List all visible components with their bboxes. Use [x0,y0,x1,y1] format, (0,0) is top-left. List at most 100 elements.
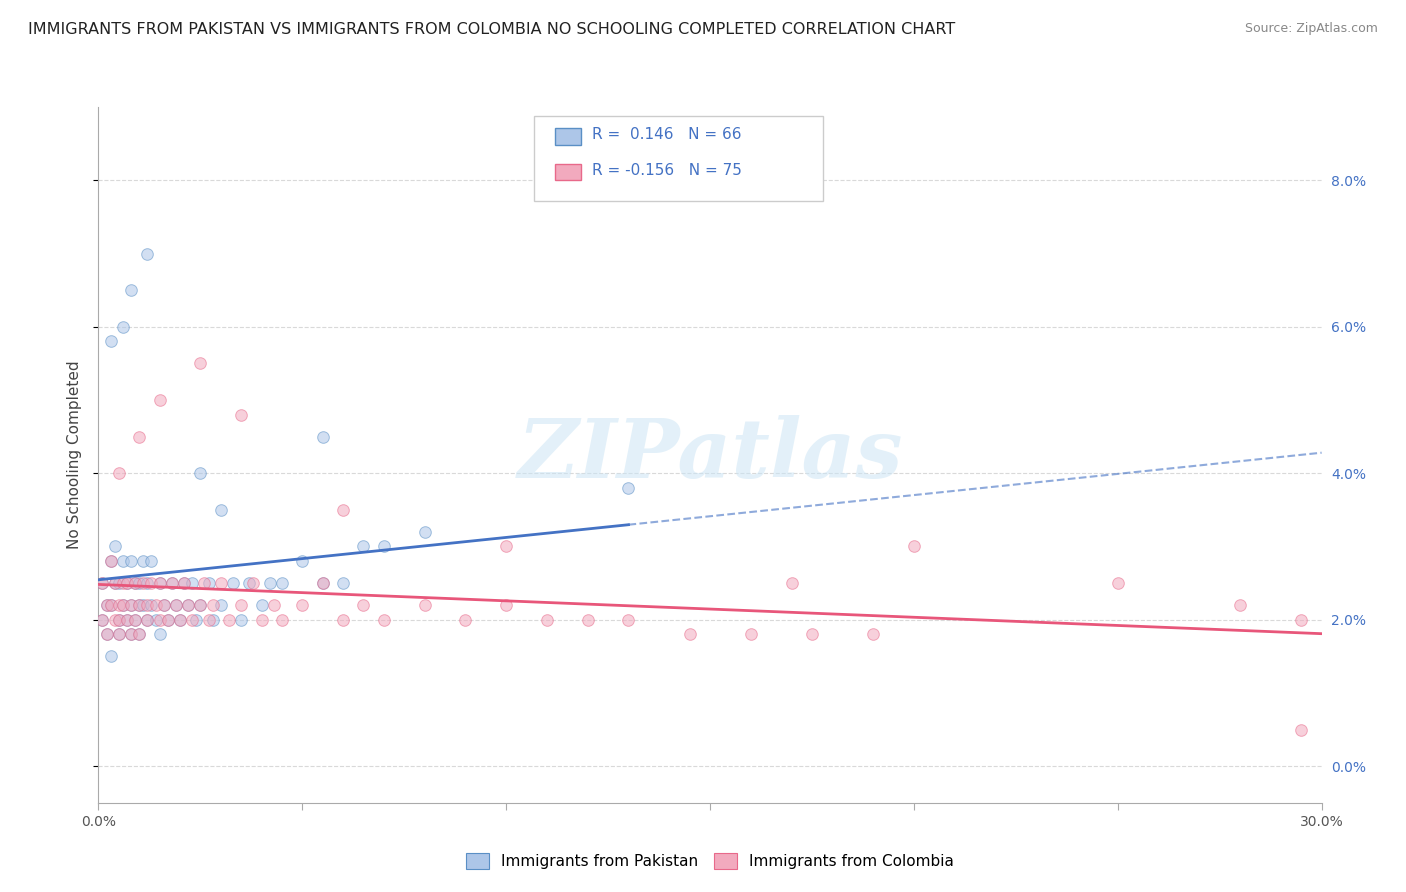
Point [104,576,127,591]
Point [152,598,174,612]
Point [160,576,183,591]
Point [679,627,702,641]
Point [120,554,142,568]
Point [136,576,159,591]
Point [149,627,172,641]
Point [111,554,134,568]
Point [165,598,187,612]
Point [115,613,138,627]
Point [111,319,134,334]
Point [108,613,131,627]
Point [332,503,354,517]
Text: R = -0.156   N = 75: R = -0.156 N = 75 [592,163,742,178]
Point [149,576,172,591]
Point [1107,576,1129,591]
Point [108,467,131,481]
Point [238,576,260,591]
Point [373,613,395,627]
Point [1291,723,1313,737]
Point [250,598,273,612]
Point [100,649,122,664]
Point [104,576,127,591]
Legend: Immigrants from Pakistan, Immigrants from Colombia: Immigrants from Pakistan, Immigrants fro… [460,847,960,875]
Point [1291,613,1313,627]
Point [96,627,118,641]
Point [312,576,335,591]
Point [270,613,294,627]
Point [108,627,131,641]
Point [201,613,224,627]
Point [136,246,159,260]
Point [169,613,191,627]
Point [132,554,155,568]
Point [1229,598,1251,612]
Point [352,598,374,612]
Point [141,554,163,568]
Point [96,598,118,612]
Point [156,613,179,627]
Point [145,613,167,627]
Point [173,576,195,591]
Point [108,627,131,641]
Point [373,540,395,554]
Point [100,334,122,349]
Point [188,467,212,481]
Point [111,598,134,612]
Point [270,576,294,591]
Point [222,576,245,591]
Point [197,576,219,591]
Point [173,576,195,591]
Point [91,613,114,627]
Point [132,576,155,591]
Point [352,540,374,554]
Text: R =  0.146   N = 66: R = 0.146 N = 66 [592,128,741,142]
Y-axis label: No Schooling Completed: No Schooling Completed [67,360,83,549]
Point [120,283,142,297]
Point [413,524,436,539]
Point [181,576,204,591]
Point [132,598,155,612]
Point [160,576,183,591]
Point [197,613,219,627]
Point [193,576,215,591]
Point [231,613,253,627]
Point [259,576,281,591]
Point [209,503,232,517]
Point [91,576,114,591]
Text: Source: ZipAtlas.com: Source: ZipAtlas.com [1244,22,1378,36]
Point [128,598,150,612]
Point [156,613,179,627]
Text: ZIPatlas: ZIPatlas [517,415,903,495]
Point [136,613,159,627]
Point [801,627,824,641]
Point [177,598,200,612]
Point [536,613,558,627]
Point [780,576,803,591]
Point [124,576,146,591]
Point [100,554,122,568]
Point [108,613,131,627]
Point [177,598,200,612]
Point [242,576,264,591]
Point [111,598,134,612]
Point [312,576,335,591]
Point [312,429,335,443]
Point [145,598,167,612]
Point [100,554,122,568]
Point [104,613,127,627]
Point [165,598,187,612]
Point [188,598,212,612]
Point [218,613,240,627]
Point [120,627,142,641]
Point [209,598,232,612]
Point [136,598,159,612]
Point [100,598,122,612]
Point [169,613,191,627]
Text: IMMIGRANTS FROM PAKISTAN VS IMMIGRANTS FROM COLOMBIA NO SCHOOLING COMPLETED CORR: IMMIGRANTS FROM PAKISTAN VS IMMIGRANTS F… [28,22,955,37]
Point [186,613,208,627]
Point [149,613,172,627]
Point [903,540,925,554]
Point [617,481,640,495]
Point [120,598,142,612]
Point [263,598,285,612]
